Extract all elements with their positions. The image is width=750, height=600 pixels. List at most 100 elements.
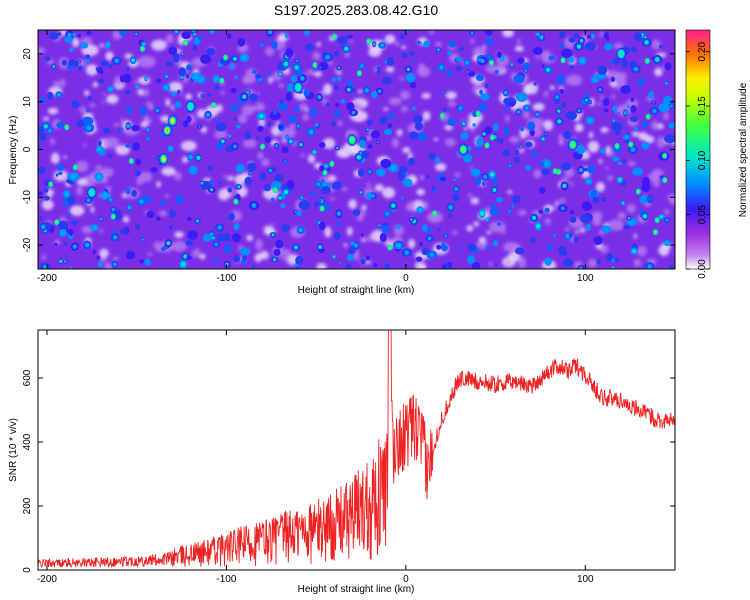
heatmap-blob-core — [225, 262, 229, 267]
heatmap-blob — [278, 124, 284, 130]
heatmap-blob — [472, 123, 476, 127]
heatmap-blob — [318, 221, 326, 231]
heatmap-blob — [63, 242, 68, 246]
heatmap-blob-core — [111, 208, 115, 212]
heatmap-blob — [479, 103, 487, 112]
heatmap-blob — [569, 216, 577, 224]
heatmap-x-tick-label: 100 — [577, 273, 594, 284]
heatmap-blob-core — [593, 77, 597, 82]
heatmap-blob — [573, 33, 580, 39]
heatmap-blob — [186, 64, 192, 71]
heatmap-blob-core — [196, 219, 200, 223]
heatmap-green-core — [476, 112, 480, 116]
heatmap-light-patch — [522, 110, 530, 119]
chart-title: S197.2025.283.08.42.G10 — [274, 2, 438, 18]
heatmap-blob — [99, 69, 104, 75]
heatmap-light-patch — [298, 103, 308, 112]
heatmap-blob — [235, 163, 245, 173]
heatmap-blob-core — [489, 172, 495, 177]
heatmap-blob-core — [524, 69, 527, 72]
heatmap-blob-core — [284, 160, 287, 163]
heatmap-blob-core — [385, 212, 389, 216]
heatmap-blob-core — [396, 244, 401, 248]
heatmap-blob-core — [391, 203, 396, 208]
heatmap-light-patch — [607, 70, 620, 81]
heatmap-green-core — [629, 142, 633, 147]
heatmap-blob-core — [377, 224, 381, 227]
heatmap-blob — [419, 41, 422, 45]
heatmap-blob-core — [360, 64, 364, 68]
heatmap-blob-core — [516, 110, 520, 114]
heatmap-blob — [622, 159, 627, 163]
heatmap-blob — [480, 93, 490, 101]
heatmap-blob-core — [242, 94, 247, 99]
heatmap-light-patch — [543, 90, 549, 97]
heatmap-blob — [475, 146, 482, 152]
heatmap-light-patch — [391, 137, 399, 148]
heatmap-blob — [39, 132, 47, 141]
heatmap-light-patch — [560, 197, 566, 205]
heatmap-blob — [579, 214, 592, 224]
heatmap-blob-core — [617, 112, 620, 115]
heatmap-blob — [273, 109, 278, 115]
heatmap-blob — [637, 77, 645, 87]
heatmap-light-patch — [289, 123, 296, 129]
heatmap-blob — [568, 232, 573, 238]
heatmap-light-patch — [307, 154, 315, 164]
heatmap-blob — [233, 222, 240, 230]
heatmap-blob-core — [64, 191, 69, 197]
heatmap-blob — [539, 161, 545, 167]
heatmap-blob — [559, 88, 564, 94]
heatmap-blob — [286, 83, 295, 92]
heatmap-blob — [628, 60, 637, 69]
heatmap-light-patch — [468, 192, 472, 198]
heatmap-blob-core — [271, 233, 275, 237]
heatmap-blob — [525, 164, 532, 171]
heatmap-light-patch — [146, 101, 153, 108]
heatmap-blob-core — [70, 48, 73, 51]
heatmap-blob — [296, 210, 303, 217]
heatmap-blob-core — [86, 125, 92, 131]
heatmap-light-patch — [599, 31, 605, 37]
heatmap-light-patch — [613, 42, 624, 50]
heatmap-blob — [468, 70, 476, 77]
colorbar: 0.00 0.05 0.10 0.15 0.20 Normalized spectral… — [685, 29, 749, 279]
heatmap-blob — [319, 165, 325, 172]
heatmap-blob — [470, 168, 481, 177]
heatmap-blob — [426, 228, 432, 234]
heatmap-blob — [497, 138, 504, 144]
heatmap-blob-core — [317, 95, 322, 100]
heatmap-blob-core — [557, 109, 561, 113]
heatmap-light-patch — [472, 46, 487, 56]
heatmap-light-patch — [367, 235, 372, 243]
heatmap-green-core — [646, 114, 650, 119]
heatmap-green-core — [220, 79, 224, 83]
heatmap-blob-core — [165, 75, 168, 78]
heatmap-blob — [630, 115, 638, 123]
heatmap-light-patch — [302, 113, 309, 121]
heatmap-blob — [431, 185, 436, 190]
heatmap-blob-core — [647, 264, 652, 269]
heatmap-blob — [648, 196, 653, 201]
heatmap-blob — [544, 207, 550, 213]
heatmap-blob-core — [544, 161, 549, 166]
heatmap-light-patch — [421, 92, 431, 99]
heatmap-blob — [563, 130, 572, 140]
heatmap-blob-core — [585, 98, 588, 102]
heatmap-light-patch — [168, 81, 183, 92]
heatmap-blob — [491, 177, 498, 185]
heatmap-blob-core — [337, 66, 340, 70]
heatmap-blob-core — [296, 59, 299, 63]
heatmap-blob-core — [569, 58, 573, 62]
heatmap-blob-core — [376, 141, 379, 143]
heatmap-blob — [100, 60, 109, 67]
heatmap-light-patch — [507, 30, 513, 34]
heatmap-light-patch — [259, 250, 269, 260]
heatmap-light-patch — [516, 38, 521, 45]
heatmap-blob — [346, 102, 355, 112]
heatmap-light-patch — [159, 210, 168, 217]
heatmap-blob-core — [308, 129, 314, 135]
heatmap-blob — [56, 121, 65, 129]
heatmap-blob-core — [300, 76, 305, 81]
heatmap-light-patch — [73, 37, 80, 47]
